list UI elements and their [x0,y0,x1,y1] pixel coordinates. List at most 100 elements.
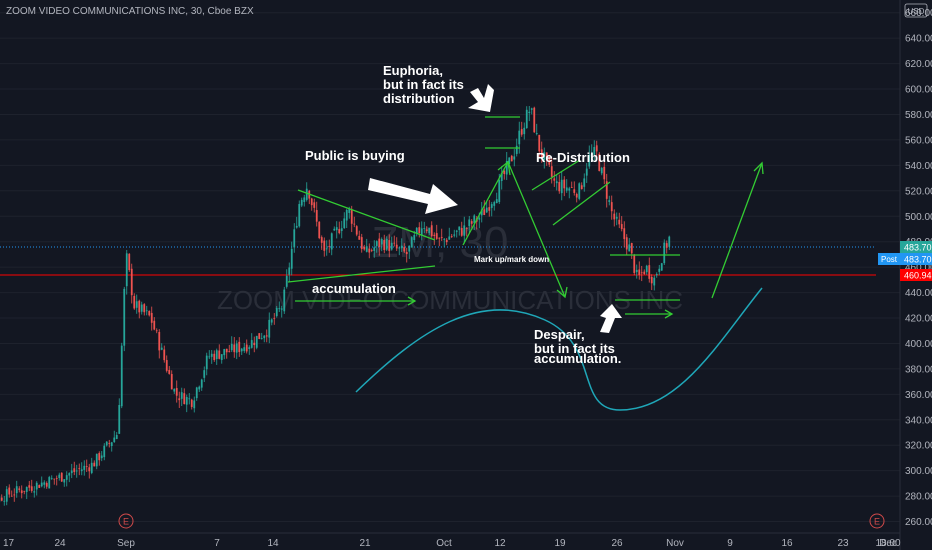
x-tick-label: 17 [3,538,15,549]
candle-body [448,236,451,240]
candle-body [75,470,78,472]
candle-body [53,478,56,480]
candle-body [218,350,221,359]
candle-body [208,356,211,358]
candle-body [200,379,203,388]
candle-body [453,234,456,236]
candle-body [518,130,521,145]
currency-badge[interactable]: USD [904,3,928,18]
candle-body [473,215,476,224]
candle-body [215,350,218,359]
candle-body [165,360,168,371]
channel-upper-line [531,159,581,191]
candle-body [575,193,578,198]
candle-body [640,272,643,274]
candle-body [290,248,293,269]
candle-body [495,199,498,204]
candle-body [388,240,391,251]
triangle-lower-line [287,265,436,283]
candle-body [315,210,318,222]
candle-body [253,342,256,346]
candle-body [105,441,108,446]
candle-body [220,354,223,361]
candle-body [263,335,266,339]
candle-body [350,209,353,224]
candle-body [443,238,446,240]
annotation-drawings [287,116,764,319]
annotation-redistribution: Re-Distribution [536,150,630,165]
candle-body [63,479,66,483]
candle-body [83,465,86,470]
x-tick-label: 9 [727,538,733,549]
grid [0,12,900,523]
annotation-euphoria-line2: but in fact its [383,77,464,92]
candle-body [163,349,166,361]
candle-body [60,472,63,482]
candle-body [143,304,146,313]
candle-body [158,331,161,351]
candle-body [170,373,173,390]
candle-body [40,482,43,487]
candle-body [260,337,263,339]
y-tick-label: 360.00 [905,390,932,401]
candle-body [608,200,611,202]
candle-body [338,228,341,234]
candle-body [343,218,346,229]
candle-body [175,388,178,396]
candle-body [570,187,573,188]
candle-body [513,156,516,160]
earnings-marker-dec[interactable]: E [869,513,885,529]
candle-body [380,239,383,245]
annotation-accumulation: accumulation [312,281,396,296]
candle-body [565,187,568,191]
candle-body [43,482,46,485]
candle-body [585,168,588,176]
candle-body [125,253,128,287]
candle-body [3,500,6,502]
candle-body [435,233,438,239]
candle-body [68,473,71,476]
candle-body [188,398,191,400]
candle-body [588,154,591,167]
candle-body [90,462,93,473]
candle-body [668,236,671,247]
candle-body [643,271,646,274]
candle-body [660,263,663,271]
y-tick-label: 400.00 [905,339,932,350]
candle-body [515,145,518,154]
candle-body [153,320,156,330]
candle-body [295,225,298,228]
candle-body [320,237,323,243]
earnings-marker-label: E [874,517,880,527]
candle-body [243,347,246,351]
candle-body [405,251,408,255]
candle-body [335,227,338,231]
candle-body [590,153,593,157]
arrow-accumulation-head [407,296,417,306]
candle-body [270,319,273,323]
price-axis[interactable]: 260.00 280.00 300.00 320.00 340.00 360.00 380.… [905,8,932,528]
candle-body [360,237,363,250]
candle-body [485,207,488,213]
candle-body [345,209,348,221]
candle-body [610,202,613,212]
candle-body [238,341,241,353]
candle-body [415,227,418,234]
candle-body [418,227,421,234]
candle-body [93,462,96,467]
candle-body [330,233,333,250]
candle-body [298,204,301,227]
y-tick-label: 420.00 [905,314,932,325]
candle-body [140,304,143,312]
annotation-despair-line1: Despair, [534,327,585,342]
candle-body [423,227,426,229]
candle-body [393,242,396,244]
earnings-marker-sep[interactable]: E [118,513,134,529]
candle-body [413,235,416,241]
candle-body [425,229,428,231]
y-tick-label: 660.00 [905,8,932,19]
candle-body [635,269,638,273]
annotation-euphoria-line1: Euphoria, [383,63,443,78]
candle-body [268,319,271,338]
